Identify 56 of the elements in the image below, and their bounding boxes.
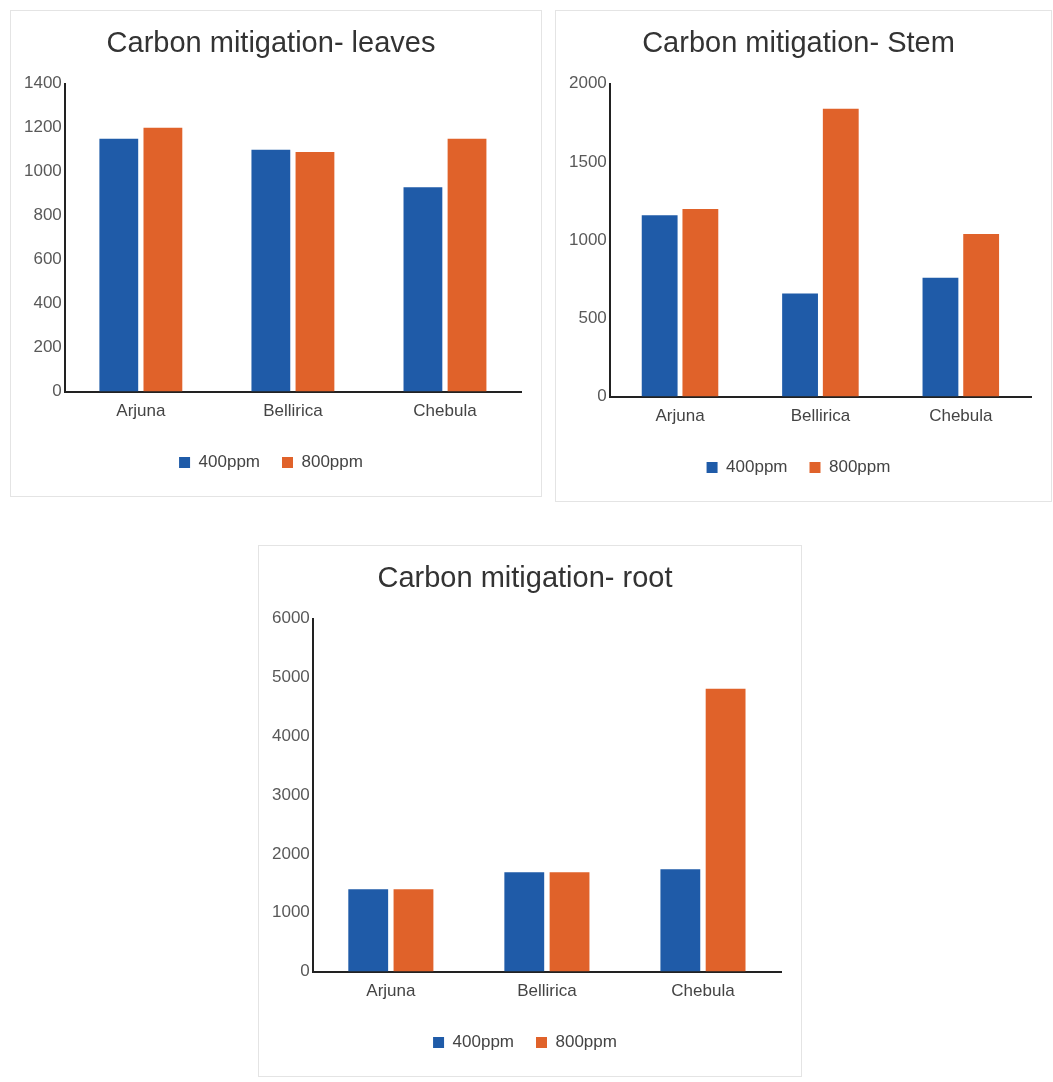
y-tick-label: 500 bbox=[578, 308, 607, 328]
y-tick-label: 3000 bbox=[271, 784, 310, 804]
bar bbox=[447, 138, 487, 392]
x-tick-label: Chebula bbox=[671, 981, 736, 1001]
bar bbox=[682, 208, 719, 397]
bar bbox=[348, 889, 389, 972]
y-tick-label: 4000 bbox=[271, 726, 310, 746]
y-tick-label: 1400 bbox=[23, 73, 62, 93]
y-tick-label: 2000 bbox=[568, 73, 607, 93]
bar bbox=[143, 127, 183, 392]
bar bbox=[822, 108, 859, 397]
legend-label: 800ppm bbox=[555, 1032, 617, 1052]
bar bbox=[251, 149, 291, 392]
bar bbox=[782, 293, 818, 397]
bar bbox=[549, 872, 590, 972]
legend-label: 400ppm bbox=[726, 457, 788, 477]
chart-title: Carbon mitigation- Stem bbox=[642, 26, 955, 59]
bar bbox=[922, 277, 959, 397]
bar bbox=[963, 233, 1000, 397]
y-tick-label: 800 bbox=[33, 205, 62, 225]
y-tick-label: 600 bbox=[33, 249, 62, 269]
y-tick-label: 1000 bbox=[271, 902, 310, 922]
bar bbox=[641, 215, 678, 397]
bar bbox=[295, 151, 335, 392]
y-tick-label: 0 bbox=[300, 961, 310, 981]
x-tick-label: Chebula bbox=[929, 406, 994, 426]
x-tick-label: Arjuna bbox=[366, 981, 416, 1001]
legend-label: 800ppm bbox=[829, 457, 891, 477]
chart-title: Carbon mitigation- root bbox=[377, 561, 673, 594]
legend-label: 400ppm bbox=[452, 1032, 514, 1052]
bar bbox=[403, 187, 443, 392]
chart-title: Carbon mitigation- leaves bbox=[106, 26, 436, 59]
legend-label: 400ppm bbox=[198, 452, 260, 472]
y-tick-label: 1200 bbox=[23, 117, 62, 137]
bar bbox=[660, 869, 701, 972]
bar bbox=[504, 872, 545, 972]
y-tick-label: 5000 bbox=[271, 667, 310, 687]
x-tick-label: Bellirica bbox=[790, 406, 851, 426]
x-tick-label: Bellirica bbox=[263, 401, 324, 421]
bar bbox=[99, 138, 139, 392]
x-tick-label: Arjuna bbox=[116, 401, 166, 421]
y-tick-label: 1500 bbox=[568, 151, 607, 171]
y-tick-label: 0 bbox=[597, 386, 607, 406]
bar bbox=[705, 688, 746, 972]
legend-label: 800ppm bbox=[301, 452, 363, 472]
y-tick-label: 6000 bbox=[271, 608, 310, 628]
y-tick-label: 2000 bbox=[271, 843, 310, 863]
x-tick-label: Chebula bbox=[413, 401, 478, 421]
x-tick-label: Bellirica bbox=[517, 981, 578, 1001]
y-tick-label: 200 bbox=[33, 337, 62, 357]
bar bbox=[393, 889, 434, 972]
y-tick-label: 0 bbox=[52, 381, 62, 401]
x-tick-label: Arjuna bbox=[655, 406, 706, 426]
y-tick-label: 400 bbox=[33, 293, 62, 313]
y-tick-label: 1000 bbox=[23, 161, 62, 181]
y-tick-label: 1000 bbox=[568, 229, 607, 249]
